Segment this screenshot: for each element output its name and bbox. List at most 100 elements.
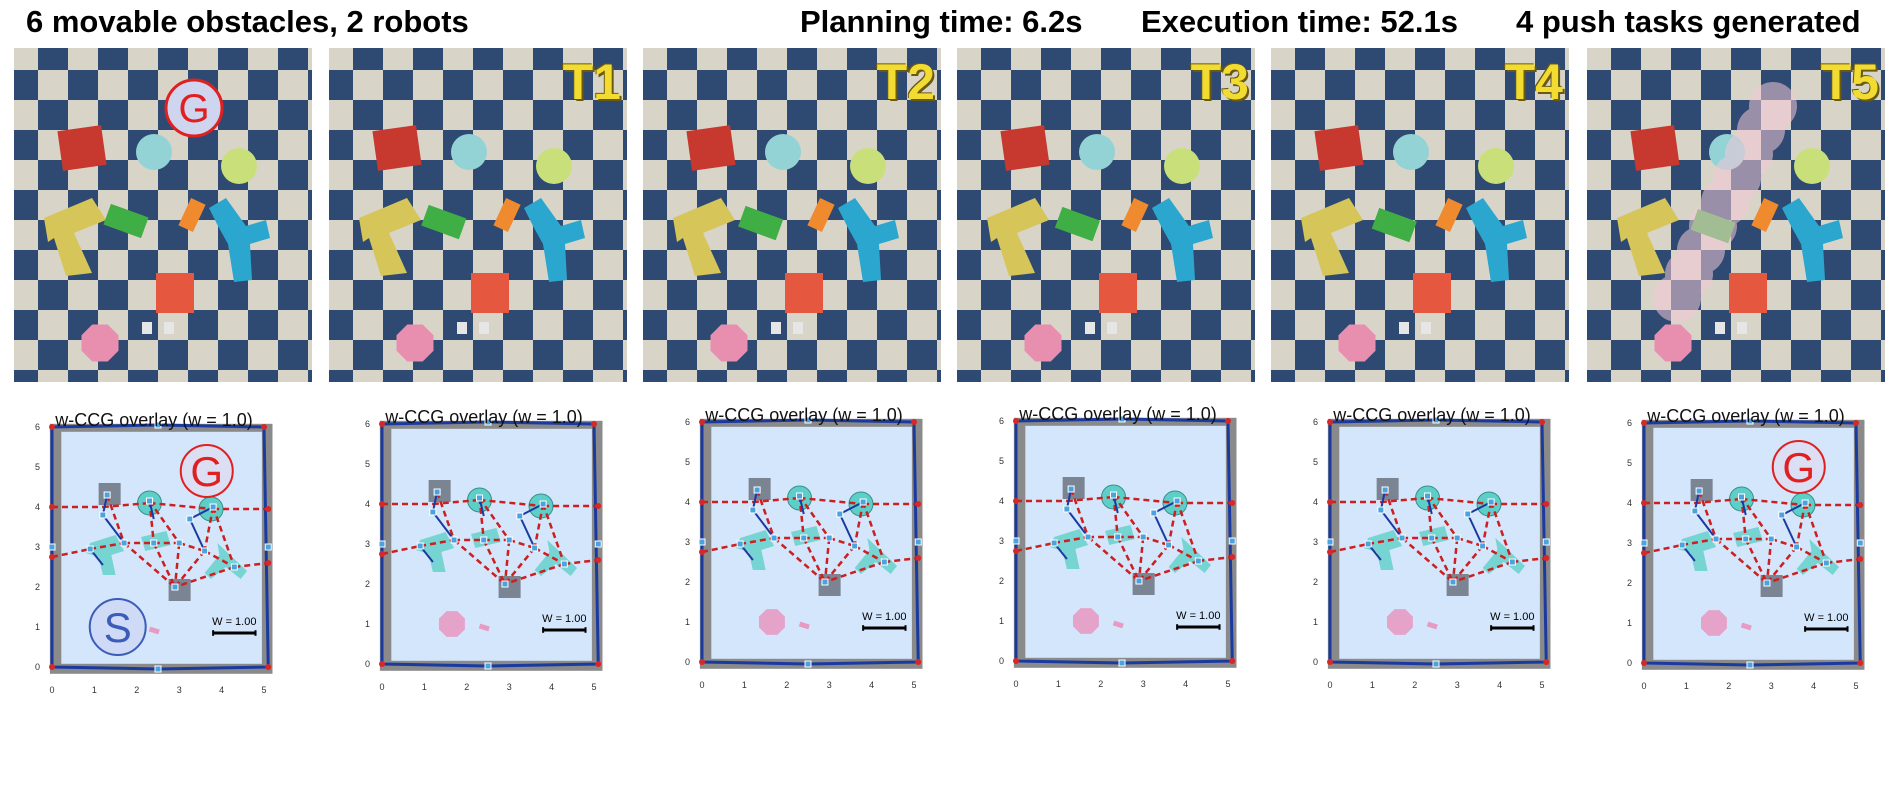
ccg-edge [204,549,235,569]
floor-tile [218,70,248,100]
floor-tile [817,370,847,382]
graph-node [1110,491,1118,499]
floor-tile [1731,370,1761,382]
ccg-edge [508,538,536,550]
floor-tile [308,100,312,130]
floor-tile [1271,250,1295,280]
floor-tile [1535,310,1565,340]
graph-node [1150,509,1158,517]
floor-tile [1251,100,1255,130]
floor-tile [1565,70,1569,100]
ccg-edge [1142,535,1170,547]
x-tick-label: 3 [827,680,832,690]
ccg-edge [1694,497,1742,505]
y-tick-label: 1 [1313,617,1318,627]
ccg-edge [1643,543,1683,555]
floor-tile [353,310,383,340]
floor-tile [1385,340,1415,370]
floor-tile [218,280,248,310]
goal-letter: G [1782,444,1815,491]
scale-bar-label: W = 1.00 [1804,612,1848,624]
floor-tile [643,370,667,382]
floor-tile [188,370,218,382]
floor-tile [278,280,308,310]
floor-tile [667,280,697,310]
floor-tile [667,100,697,130]
cyan-round-obstacle [451,134,487,170]
floor-tile [1415,340,1445,370]
floor-tile [128,370,158,382]
floor-tile [563,310,593,340]
scale-bar-label: W = 1.00 [542,613,586,625]
ccg-plot-t2: w-CCG overlay (w = 1.0) W = 1.00 0 1 2 3 4 5 0 1… [654,397,954,787]
floor-tile [1761,310,1791,340]
orange-block-obstacle [807,198,835,232]
floor-tile [1881,220,1885,250]
floor-tile [643,340,667,370]
floor-tile [623,250,627,280]
floor-tile [667,370,697,382]
object-edge [1781,502,1806,516]
floor-tile [1505,100,1535,130]
exit-node [699,549,705,555]
y-tick-label: 0 [365,659,370,669]
floor-tile [413,280,443,310]
floor-tile [1791,370,1821,382]
x-tick-label: 5 [1853,681,1858,691]
floor-tile [158,48,188,70]
floor-tile [1071,280,1101,310]
floor-tile [957,220,981,250]
floor-tile [248,48,278,70]
floor-tile [128,280,158,310]
graph-node [736,540,744,548]
exit-node [1229,554,1236,560]
floor-tile [1271,370,1295,382]
floor-tile [937,280,941,310]
floor-tile [1851,70,1881,100]
x-tick-label: 4 [219,685,224,695]
floor-tile [1505,48,1535,70]
floor-tile [981,370,1011,382]
boundary-node [154,665,162,673]
floor-tile [643,220,667,250]
object-edge [752,509,775,539]
ccg-edge [1175,500,1200,562]
floor-tile [248,370,278,382]
x-tick-label: 0 [699,680,704,690]
graph-node [1695,487,1703,495]
floor-tile [278,340,308,370]
graph-node [1067,485,1075,493]
floor-tile [1587,160,1611,190]
left-wall [1327,420,1340,662]
floor-tile [1881,190,1885,220]
floor-tile [981,340,1011,370]
floor-tile [278,190,308,220]
floor-tile [1071,340,1101,370]
x-tick-label: 1 [1370,680,1375,690]
floor-tile [128,340,158,370]
ccg-edge [755,489,776,539]
ccg-edge [178,541,206,553]
exit-node [1857,556,1864,562]
floor-tile [1671,370,1701,382]
floor-tile [14,250,38,280]
graph-node [1084,533,1092,541]
floor-tile [1505,250,1535,280]
floor-tile [1821,48,1851,70]
lime-round-obstacle [1794,148,1830,184]
red-square-obstacle [372,125,422,171]
ccg-edge [1112,494,1145,538]
ccg-edge [1766,561,1827,585]
floor-tile [907,190,937,220]
plot-area: W = 1.00 G 0 1 2 3 4 5 0 1 2 3 4 5 6 [1627,417,1865,691]
floor-tile [1131,160,1161,190]
ccg-edge [482,539,507,585]
ccg-edge [234,561,269,569]
floor-tile [1821,370,1851,382]
ccg-edge [1740,496,1773,540]
left-wall [1013,419,1026,661]
floor-tile [1761,48,1791,70]
floor-tile [1271,190,1295,220]
floor-tile [957,340,981,370]
floor-tile [563,70,593,100]
